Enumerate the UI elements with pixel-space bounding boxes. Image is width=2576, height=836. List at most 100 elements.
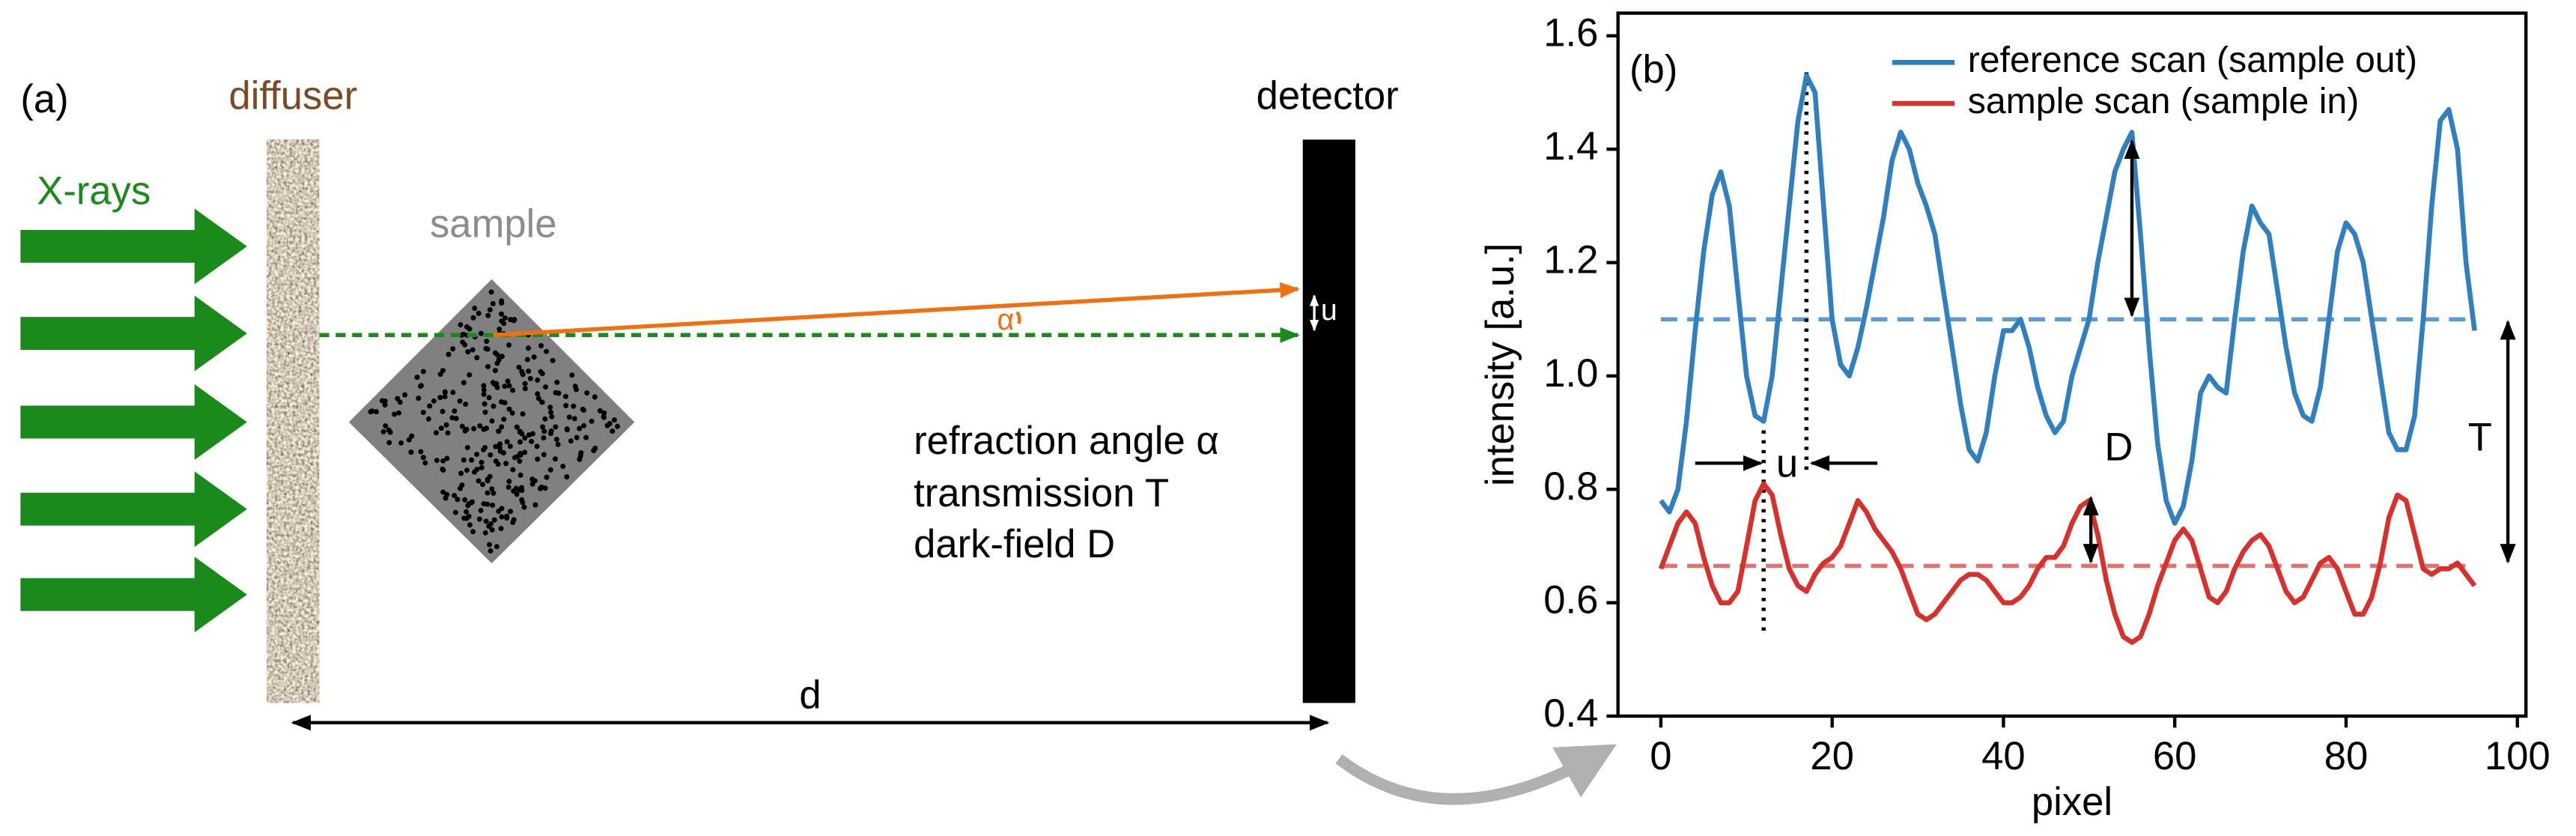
sample-dot	[373, 409, 379, 415]
sample-dot	[402, 392, 408, 398]
sample-dot	[529, 438, 535, 444]
sample-dot	[442, 393, 448, 400]
sample-dot	[502, 315, 508, 321]
sample-dot	[569, 372, 575, 378]
distance-label: d	[799, 673, 821, 718]
sample-dot	[482, 530, 488, 536]
sample-dot	[450, 346, 456, 352]
sample-dot	[498, 526, 504, 532]
y-tick-label: 1.0	[1543, 351, 1598, 396]
y-tick-label: 0.4	[1543, 691, 1598, 736]
sample-dot	[386, 440, 392, 446]
sample-dot	[562, 393, 569, 399]
sample-dot	[476, 478, 482, 484]
sample-dot	[460, 339, 466, 345]
refracted-beam	[493, 282, 1300, 338]
y-tick-label: 1.4	[1543, 124, 1598, 169]
sample-dot	[511, 488, 517, 494]
sample-dot	[397, 399, 403, 405]
sample-dot	[517, 458, 523, 464]
sample-dot	[532, 502, 538, 508]
sample-dot	[583, 434, 589, 440]
sample-dot	[615, 423, 621, 429]
sample-dot	[409, 433, 415, 439]
sample-dot	[484, 339, 490, 345]
x-tick-label: 100	[2485, 734, 2551, 778]
sample-dot	[499, 300, 505, 306]
sample-dot	[478, 507, 484, 513]
sample-dot	[526, 369, 532, 375]
sample-dot	[472, 306, 478, 312]
sample-dot	[420, 410, 426, 416]
series-line	[1658, 481, 2477, 645]
sample-dot	[464, 467, 470, 473]
sample-dot	[499, 514, 505, 520]
sample-dot	[474, 355, 480, 361]
arrow	[20, 295, 247, 372]
sample-dot	[564, 426, 570, 432]
sample-dot	[516, 487, 522, 493]
sample-dot	[387, 429, 393, 435]
sample-dot	[444, 455, 450, 461]
sample-dot	[554, 379, 560, 385]
sample-dot	[406, 437, 412, 443]
sample-dot	[553, 424, 559, 430]
sample-dot	[611, 417, 617, 423]
sample-dot	[484, 476, 490, 482]
sample-dot	[592, 394, 598, 400]
sample-dot	[455, 497, 461, 503]
panel-label: (b)	[1629, 47, 1677, 91]
sample-dot	[540, 424, 546, 430]
sample-dot	[383, 423, 389, 429]
sample-dot	[539, 399, 545, 405]
sample-dot	[544, 474, 550, 480]
sample-dot	[552, 456, 558, 462]
sample-dot	[461, 457, 467, 463]
sample-dot	[469, 457, 475, 463]
sample-dot	[500, 449, 506, 455]
sample-dot	[501, 417, 507, 422]
sample-dot	[491, 517, 497, 523]
sample-dot	[487, 307, 493, 313]
diffuser-plate	[267, 139, 320, 703]
sample-dot	[563, 402, 569, 408]
sample-dot	[524, 357, 530, 363]
x-tick-label: 20	[1810, 734, 1854, 778]
sample-dot	[507, 443, 513, 449]
sample-dot	[505, 484, 511, 490]
shift-label: u	[1321, 294, 1337, 327]
sample-dot	[489, 418, 495, 424]
sample-dot	[484, 425, 490, 431]
sample-dot	[497, 445, 503, 451]
sample-dot	[556, 390, 562, 396]
sample-dot	[457, 398, 463, 404]
detector-label: detector	[1257, 73, 1399, 118]
y-tick-label: 1.2	[1543, 237, 1598, 282]
sample-dot	[517, 452, 523, 458]
sample-dot	[496, 509, 502, 515]
sample-dot	[470, 347, 476, 353]
sample-dot	[510, 467, 516, 473]
sample-dot	[597, 408, 603, 414]
sample-dot	[481, 500, 487, 506]
annotation: u	[1776, 442, 1798, 486]
sample-dot	[504, 513, 510, 519]
sample-dot	[506, 479, 512, 485]
sample-dot	[497, 441, 503, 447]
y-tick-label: 0.8	[1543, 464, 1598, 509]
sample-dot	[446, 351, 452, 357]
sample-dot	[541, 435, 547, 441]
x-tick-label: 40	[1981, 734, 2026, 778]
sample-dot	[577, 425, 583, 431]
annotation: T	[2468, 416, 2492, 460]
sample-dot	[522, 386, 528, 392]
sample-dot	[474, 451, 480, 457]
sample-dot	[398, 440, 404, 446]
x-ray-arrows	[20, 208, 247, 633]
legend-label: reference scan (sample out)	[1968, 40, 2417, 80]
sample-dot	[571, 416, 577, 422]
sample-dot	[501, 321, 507, 327]
sample-dot	[477, 423, 483, 429]
sample-dot	[499, 424, 505, 430]
